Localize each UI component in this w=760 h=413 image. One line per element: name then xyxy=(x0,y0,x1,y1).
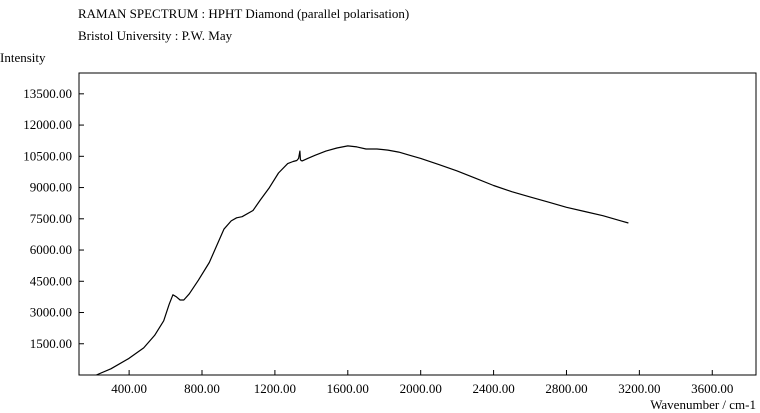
y-axis-ticks: 1500.00 3000.00 4500.00 6000.00 7500.00 9000.… xyxy=(23,86,84,351)
x-tick-label: 3200.00 xyxy=(618,381,660,396)
x-tick-label: 3600.00 xyxy=(691,381,733,396)
x-axis-label: Wavenumber / cm-1 xyxy=(650,397,756,412)
x-axis-ticks: 400.00 800.00 1200.00 1600.00 2000.00 2400.00… xyxy=(111,370,733,396)
y-tick-label: 1500.00 xyxy=(30,336,72,351)
y-tick-label: 12000.00 xyxy=(23,117,72,132)
x-tick-label: 1600.00 xyxy=(327,381,369,396)
x-tick-label: 2400.00 xyxy=(472,381,514,396)
plot-frame xyxy=(78,72,757,376)
y-tick-label: 7500.00 xyxy=(30,211,72,226)
x-tick-label: 800.00 xyxy=(184,381,220,396)
y-tick-label: 6000.00 xyxy=(30,242,72,257)
chart-title: RAMAN SPECTRUM : HPHT Diamond (parallel … xyxy=(78,6,410,21)
y-tick-label: 13500.00 xyxy=(23,86,72,101)
y-tick-label: 4500.00 xyxy=(30,273,72,288)
spectrum-line xyxy=(96,145,629,376)
y-tick-label: 9000.00 xyxy=(30,180,72,195)
x-tick-label: 2800.00 xyxy=(545,381,587,396)
y-tick-label: 10500.00 xyxy=(23,148,72,163)
x-tick-label: 400.00 xyxy=(111,381,147,396)
y-tick-label: 3000.00 xyxy=(30,305,72,320)
chart-subtitle: Bristol University : P.W. May xyxy=(78,28,233,43)
y-axis-label: Intensity xyxy=(0,50,46,65)
x-tick-label: 1200.00 xyxy=(254,381,296,396)
x-tick-label: 2000.00 xyxy=(400,381,442,396)
